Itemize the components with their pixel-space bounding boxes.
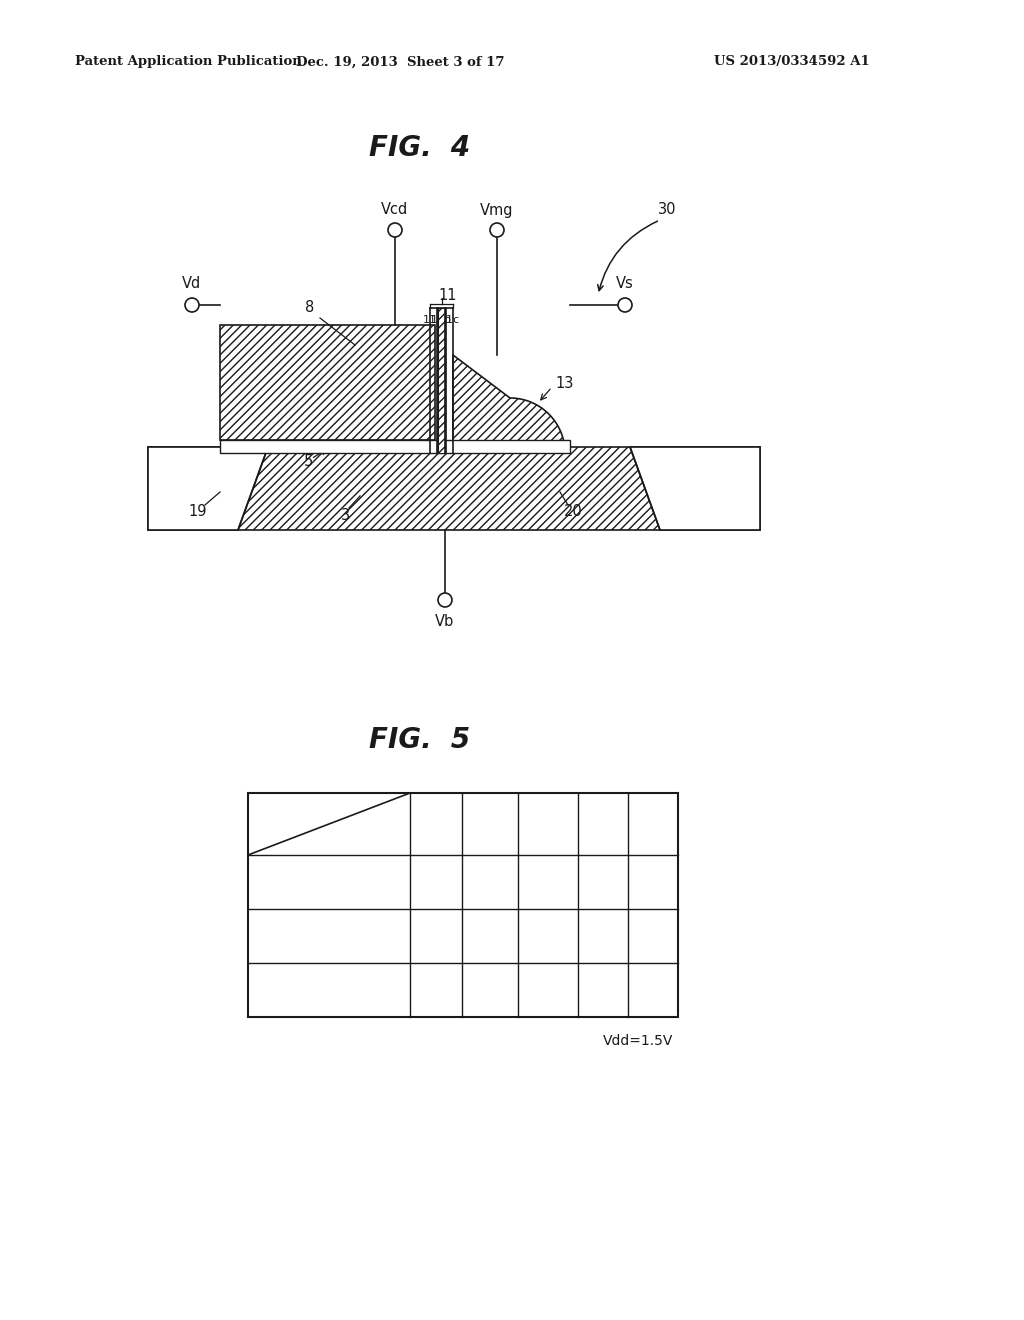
Text: Vs: Vs [616,276,634,290]
Text: 1V: 1V [426,874,445,890]
Text: 6V: 6V [593,928,612,944]
Text: 8: 8 [305,301,314,315]
Text: 6V: 6V [593,874,612,890]
Text: 12V: 12V [534,874,562,890]
Text: 0: 0 [431,928,440,944]
Text: 0: 0 [648,982,657,998]
Text: 11: 11 [438,288,458,302]
Polygon shape [148,447,268,531]
Text: Vb: Vb [435,615,455,630]
Text: FIG.  4: FIG. 4 [370,135,471,162]
Text: 19: 19 [188,504,207,520]
Text: Vs: Vs [594,817,612,832]
Text: -5V: -5V [536,928,560,944]
Text: 0: 0 [648,928,657,944]
Text: Dec. 19, 2013  Sheet 3 of 17: Dec. 19, 2013 Sheet 3 of 17 [296,55,504,69]
Text: READ: READ [309,982,349,998]
Text: Vmg: Vmg [480,202,514,218]
Text: FIG.  5: FIG. 5 [370,726,471,754]
Text: ERASE: ERASE [305,928,352,944]
Text: Vcd: Vcd [381,202,409,218]
Text: Vdd: Vdd [476,982,504,998]
Text: Patent Application Publication: Patent Application Publication [75,55,302,69]
Text: OPERATION: OPERATION [252,837,319,850]
Text: 3: 3 [340,507,349,523]
Text: 11c: 11c [439,315,460,325]
Text: Vd: Vd [426,817,445,832]
Bar [438,308,445,453]
Polygon shape [453,355,565,453]
Text: Vcg: Vcg [476,817,504,832]
Text: 13: 13 [555,375,573,391]
Text: Vdd: Vdd [422,982,451,998]
Text: 20: 20 [563,504,583,520]
Text: Vdd: Vdd [476,874,504,890]
Text: Vdd: Vdd [476,928,504,944]
Text: 0: 0 [598,982,607,998]
Text: Vmg: Vmg [531,817,565,832]
Polygon shape [220,325,435,440]
Bar [220,440,570,453]
Text: Vb: Vb [643,817,663,832]
Text: WRITE: WRITE [305,874,352,890]
Text: APPLIED
VOLTAGE: APPLIED VOLTAGE [351,799,404,828]
Bar [248,793,678,1016]
Text: 11b: 11b [431,315,452,325]
Text: 11a: 11a [423,315,444,325]
Text: 0: 0 [648,874,657,890]
Text: 5: 5 [303,454,312,470]
Text: 30: 30 [658,202,677,218]
Polygon shape [630,447,760,531]
Text: Vdd=1.5V: Vdd=1.5V [603,1034,673,1048]
Text: US 2013/0334592 A1: US 2013/0334592 A1 [715,55,870,69]
Text: Vdd: Vdd [534,982,562,998]
Polygon shape [148,447,760,531]
Text: Vd: Vd [182,276,202,290]
